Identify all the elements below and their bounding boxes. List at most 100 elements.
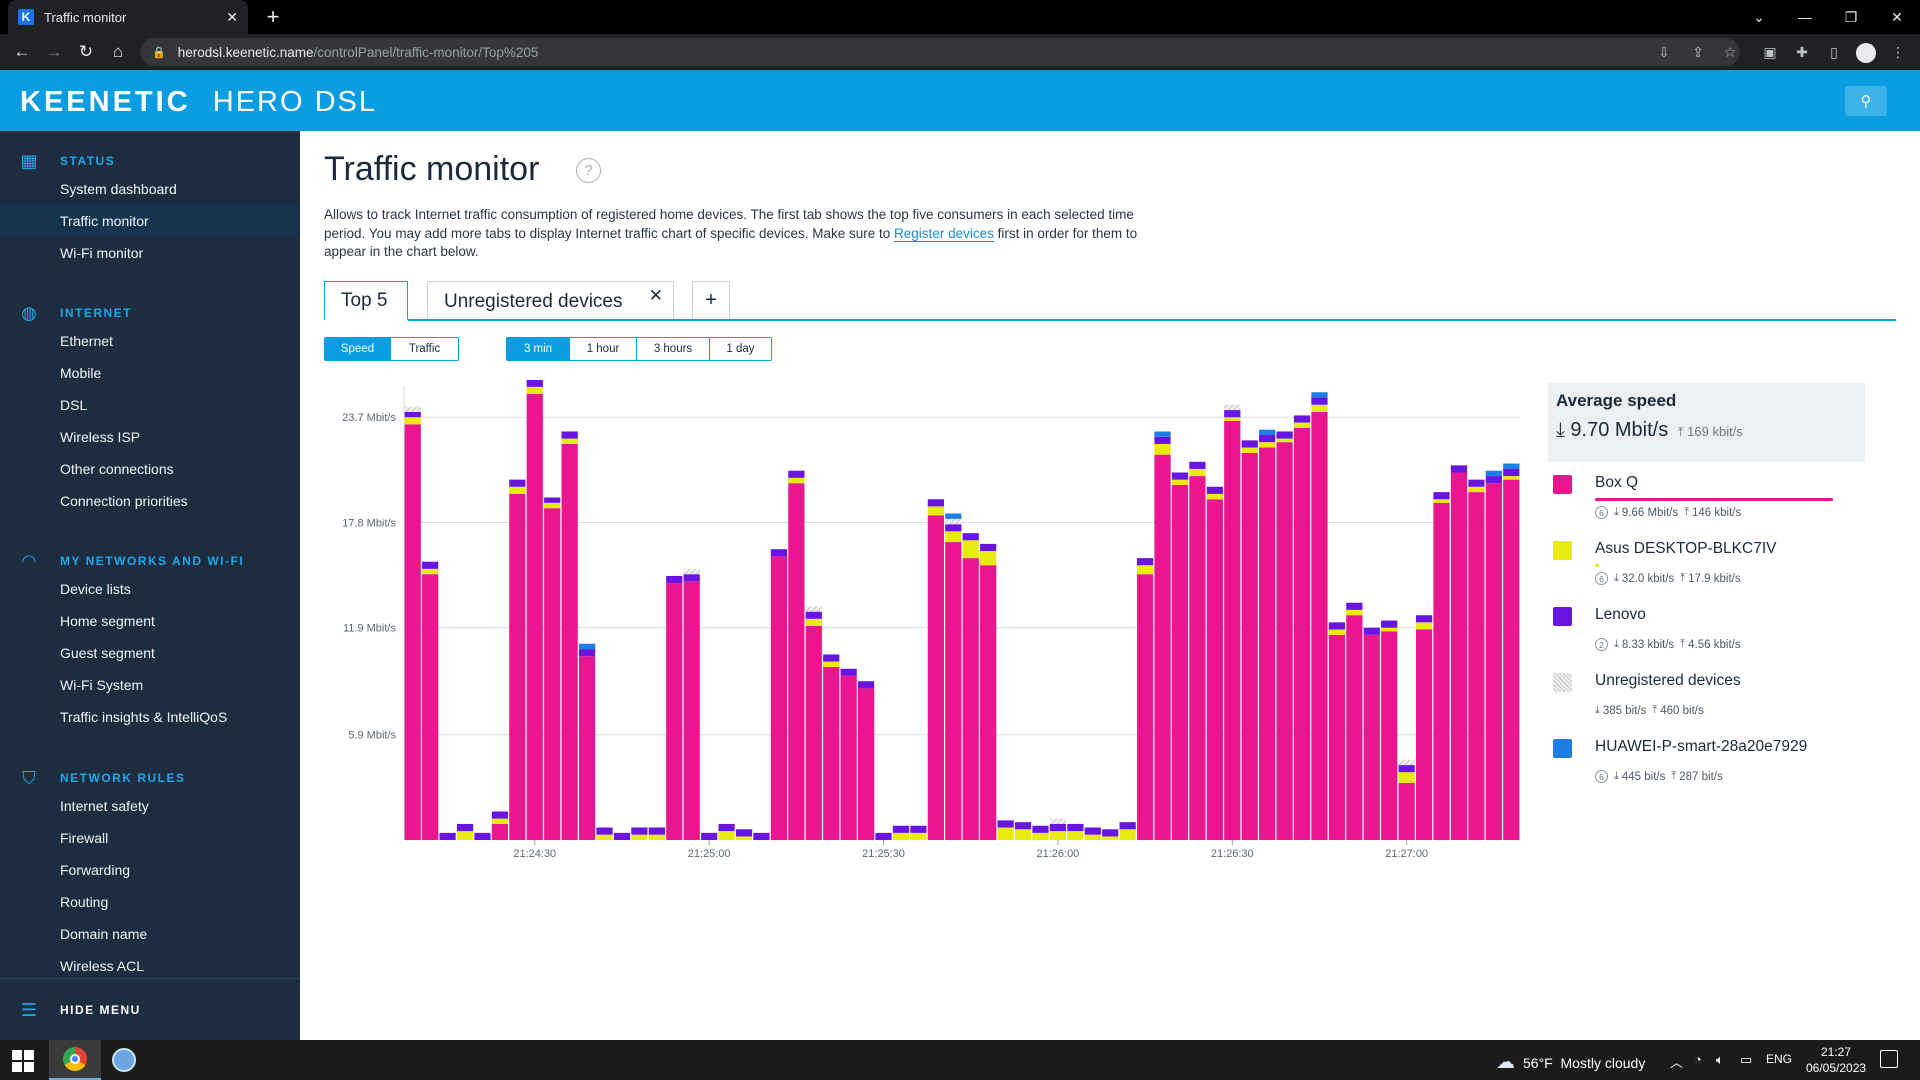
tab-search-icon[interactable]: ⌄ bbox=[1753, 8, 1765, 25]
sidebar-item-home-segment[interactable]: Home segment bbox=[60, 613, 155, 629]
add-tab-button[interactable]: + bbox=[692, 281, 730, 319]
chart-bar-segment bbox=[1398, 782, 1415, 840]
app-icon bbox=[112, 1048, 136, 1072]
average-upload: ⤒ 169 kbit/s bbox=[1677, 424, 1743, 439]
legend-item[interactable]: HUAWEI-P-smart-28a20e7929 6 ⤓ 445 bit/s ⤒ 287… bbox=[1553, 734, 1873, 794]
legend-item[interactable]: Box Q 6 ⤓ 9.66 Mbit/s ⤒ 146 kbit/s bbox=[1553, 470, 1873, 530]
browser-menu-icon[interactable]: ⋮ bbox=[1891, 43, 1905, 60]
hide-menu-label: HIDE MENU bbox=[60, 1003, 141, 1017]
sidebar-item-forwarding[interactable]: Forwarding bbox=[60, 862, 131, 878]
forward-icon[interactable]: → bbox=[45, 42, 63, 61]
browser-tab[interactable]: K Traffic monitor ✕ bbox=[8, 0, 248, 34]
home-icon[interactable]: ⌂ bbox=[112, 42, 124, 61]
sidebar-item-other-connections[interactable]: Other connections bbox=[60, 461, 174, 477]
sidebar-item-wifi-monitor[interactable]: Wi-Fi monitor bbox=[60, 245, 144, 261]
sidebar-section-title: NETWORK RULES bbox=[60, 771, 186, 785]
taskbar-clock[interactable]: 21:27 06/05/2023 bbox=[1806, 1044, 1866, 1076]
sidebar-item-traffic-insights[interactable]: Traffic insights & IntelliQoS bbox=[60, 709, 228, 725]
address-bar[interactable]: 🔒 herodsl.keenetic.name /controlPanel/tr… bbox=[140, 38, 1740, 66]
hide-menu-button[interactable]: ☰ HIDE MENU bbox=[0, 999, 300, 1021]
range-3-min-button[interactable]: 3 min bbox=[507, 338, 570, 360]
profile-avatar[interactable] bbox=[1856, 43, 1876, 63]
install-app-icon[interactable]: ⇩ bbox=[1658, 43, 1670, 60]
range-1-hour-button[interactable]: 1 hour bbox=[570, 338, 637, 360]
chart-bar-segment bbox=[1136, 558, 1154, 566]
extensions-puzzle-icon[interactable]: ✚ bbox=[1796, 43, 1808, 60]
upload-arrow-icon: ⤒ bbox=[1652, 704, 1658, 716]
chart-bar-segment bbox=[823, 654, 840, 662]
sidebar-item-mobile[interactable]: Mobile bbox=[60, 365, 102, 381]
chart-bar-segment bbox=[1328, 634, 1346, 840]
taskbar-app-button[interactable] bbox=[98, 1040, 150, 1080]
close-tab-icon[interactable]: ✕ bbox=[648, 286, 663, 305]
close-window-icon[interactable]: ✕ bbox=[1891, 8, 1903, 25]
brand-logo[interactable]: KEENETIC HERO DSL bbox=[20, 86, 377, 119]
taskbar-chrome-button[interactable] bbox=[49, 1040, 101, 1080]
y-tick-label: 11.9 Mbit/s bbox=[343, 623, 396, 635]
sidebar-item-firewall[interactable]: Firewall bbox=[60, 830, 109, 846]
back-icon[interactable]: ← bbox=[13, 42, 31, 61]
chart-bar-segment bbox=[1381, 620, 1398, 628]
chart-bar-segment bbox=[1241, 452, 1258, 840]
range-3-hours-button[interactable]: 3 hours bbox=[637, 338, 710, 360]
share-icon[interactable]: ⇪ bbox=[1692, 43, 1704, 60]
windows-taskbar: ☁ 56°F Mostly cloudy ︿ ◔ 🔈︎ ▭ ENG 21:27 … bbox=[0, 1040, 1920, 1080]
sidebar-item-ethernet[interactable]: Ethernet bbox=[60, 333, 113, 349]
chart-bar-segment bbox=[1328, 629, 1346, 635]
download-arrow-icon: ⤓ bbox=[1556, 419, 1565, 441]
notifications-icon[interactable] bbox=[1880, 1050, 1898, 1068]
chart-bar-segment bbox=[1067, 831, 1084, 840]
sidebar-item-connection-priorities[interactable]: Connection priorities bbox=[60, 493, 188, 509]
network-icon[interactable]: ◔ bbox=[1694, 1052, 1702, 1067]
bookmark-star-icon[interactable]: ☆ bbox=[1723, 43, 1737, 60]
chart-bar-segment bbox=[578, 643, 596, 650]
tray-chevron-icon[interactable]: ︿ bbox=[1670, 1055, 1684, 1070]
tab-unregistered-devices[interactable]: Unregistered devices ✕ bbox=[427, 281, 674, 321]
chart-bar-segment bbox=[788, 483, 805, 840]
side-panel-icon[interactable]: ▯ bbox=[1830, 43, 1838, 60]
new-tab-button[interactable]: + bbox=[266, 4, 280, 29]
collapse-menu-icon: ☰ bbox=[20, 999, 38, 1020]
chart-bar-segment bbox=[1119, 829, 1136, 840]
chart-bar-segment bbox=[1485, 483, 1502, 840]
help-icon[interactable]: ? bbox=[576, 158, 601, 183]
chart-bar-segment bbox=[561, 431, 578, 439]
sidebar-item-wifi-system[interactable]: Wi-Fi System bbox=[60, 677, 144, 693]
sidebar-item-traffic-monitor[interactable]: Traffic monitor bbox=[0, 205, 300, 237]
legend-stats: 6 ⤓ 445 bit/s ⤒ 287 bit/s bbox=[1595, 770, 1723, 783]
register-devices-link[interactable]: Register devices bbox=[894, 225, 994, 242]
tab-top-5[interactable]: Top 5 bbox=[324, 281, 408, 321]
sidebar-item-wireless-acl[interactable]: Wireless ACL bbox=[60, 958, 145, 974]
chart-bar-segment bbox=[805, 611, 822, 619]
weather-widget[interactable]: ☁ 56°F Mostly cloudy bbox=[1496, 1051, 1645, 1074]
minimize-icon[interactable]: — bbox=[1798, 9, 1812, 25]
chart-bar-segment bbox=[875, 832, 892, 840]
traffic-button[interactable]: Traffic bbox=[391, 338, 458, 360]
sidebar-item-domain-name[interactable]: Domain name bbox=[60, 926, 148, 942]
header-search-button[interactable]: ⚲ bbox=[1845, 86, 1887, 116]
reload-icon[interactable]: ↻ bbox=[78, 42, 94, 61]
legend-item[interactable]: Asus DESKTOP-BLKC7IV 6 ⤓ 32.0 kbit/s ⤒ 17.9 k… bbox=[1553, 536, 1873, 596]
windows-start-icon[interactable] bbox=[12, 1050, 34, 1072]
chart-bar-segment bbox=[439, 832, 456, 840]
battery-icon[interactable]: ▭ bbox=[1740, 1052, 1753, 1067]
sidebar-item-guest-segment[interactable]: Guest segment bbox=[60, 645, 155, 661]
speed-button[interactable]: Speed bbox=[325, 338, 391, 360]
search-icon: ⚲ bbox=[1860, 93, 1872, 110]
chart-bar-segment bbox=[927, 506, 944, 516]
close-tab-icon[interactable]: ✕ bbox=[226, 8, 238, 25]
sidebar-item-wireless-isp[interactable]: Wireless ISP bbox=[60, 429, 141, 445]
sidebar-item-device-lists[interactable]: Device lists bbox=[60, 581, 131, 597]
legend-item[interactable]: Lenovo 2 ⤓ 8.33 kbit/s ⤒ 4.56 kbit/s bbox=[1553, 602, 1873, 662]
sidebar-item-system-dashboard[interactable]: System dashboard bbox=[60, 181, 177, 197]
language-indicator[interactable]: ENG bbox=[1766, 1052, 1793, 1066]
sidebar-item-routing[interactable]: Routing bbox=[60, 894, 109, 910]
legend-item[interactable]: Unregistered devices ⤓ 385 bit/s ⤒ 460 bit/s bbox=[1553, 668, 1873, 728]
extension-image-icon[interactable]: ▣ bbox=[1763, 43, 1777, 60]
sidebar-item-dsl[interactable]: DSL bbox=[60, 397, 88, 413]
connection-count-badge: 6 bbox=[1595, 770, 1608, 783]
volume-icon[interactable]: 🔈︎ bbox=[1716, 1052, 1724, 1067]
restore-icon[interactable]: ❐ bbox=[1844, 8, 1858, 25]
sidebar-item-internet-safety[interactable]: Internet safety bbox=[60, 798, 149, 814]
range-1-day-button[interactable]: 1 day bbox=[710, 338, 771, 360]
